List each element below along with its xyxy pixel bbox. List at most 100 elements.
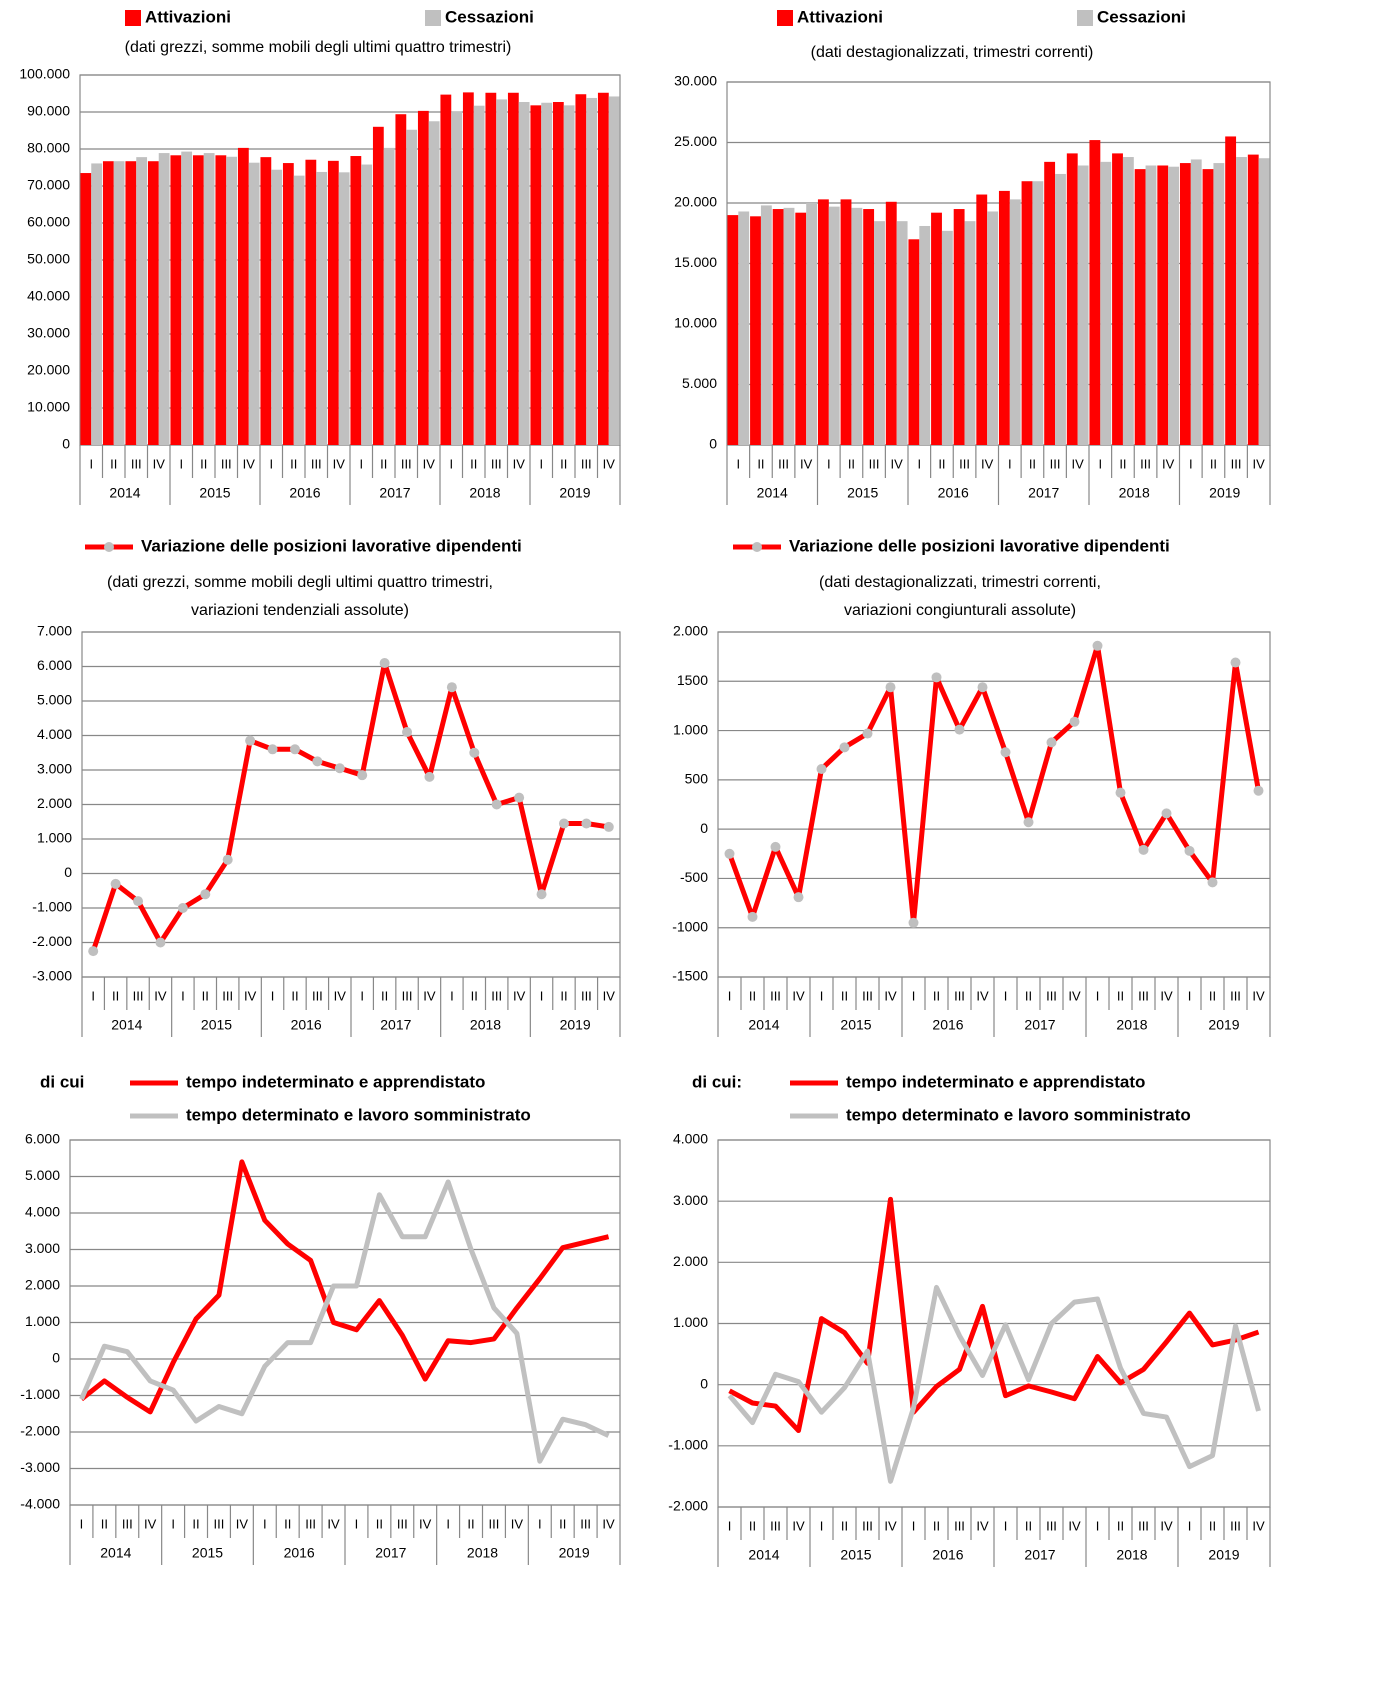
x-tick-label: I	[539, 456, 543, 471]
line	[727, 643, 1261, 926]
x-tick-label: IV	[792, 1518, 805, 1533]
x-tick-label: IV	[603, 456, 616, 471]
y-tick-label: 0	[709, 436, 717, 452]
x-tick-label: I	[820, 1518, 824, 1533]
bar	[1100, 161, 1112, 446]
year-label: 2016	[932, 1017, 963, 1033]
year-label: 2017	[379, 485, 410, 501]
bar	[170, 155, 182, 446]
legend-swatch	[1077, 10, 1093, 26]
x-tick-label: II	[381, 988, 388, 1003]
x-tick-label: II	[284, 1516, 291, 1531]
marker	[267, 744, 278, 755]
x-tick-label: I	[728, 1518, 732, 1533]
x-tick-label: I	[263, 1516, 267, 1531]
x-tick-label: IV	[1072, 456, 1085, 471]
x-tick-label: IV	[603, 988, 616, 1003]
x-tick-label: III	[1046, 988, 1057, 1003]
x-tick-label: II	[1119, 456, 1126, 471]
bar	[1089, 140, 1101, 445]
bar	[896, 221, 908, 445]
bar	[1168, 166, 1180, 445]
bar	[158, 153, 170, 445]
y-tick-label: 0	[52, 1350, 60, 1366]
line	[727, 1284, 1261, 1484]
y-tick-label: 0	[64, 864, 72, 880]
subtitle: (dati destagionalizzati, trimestri corre…	[811, 44, 1094, 61]
bar	[350, 156, 362, 445]
bar	[215, 155, 227, 446]
legend-swatch	[777, 10, 793, 26]
y-tick-label: -3.000	[20, 1459, 60, 1475]
x-tick-label: II	[202, 988, 209, 1003]
year-label: 2015	[847, 485, 878, 501]
x-tick-label: I	[912, 1518, 916, 1533]
y-tick-label: -2.000	[20, 1423, 60, 1439]
marker	[177, 903, 188, 913]
x-tick-label: IV	[513, 456, 526, 471]
y-tick-label: 0	[700, 1375, 708, 1391]
x-tick-label: II	[1117, 988, 1124, 1003]
x-tick-label: II	[112, 988, 119, 1003]
x-tick-label: I	[1008, 456, 1012, 471]
marker	[222, 854, 233, 865]
x-tick-label: IV	[1252, 1518, 1265, 1533]
marker	[931, 672, 942, 683]
x-tick-label: II	[848, 456, 855, 471]
y-tick-label: 1.000	[37, 830, 72, 846]
bar	[586, 97, 598, 445]
bar	[851, 207, 863, 445]
x-tick-label: III	[862, 988, 873, 1003]
y-tick-label: 0	[62, 436, 70, 452]
bar	[1145, 165, 1157, 446]
x-tick-label: I	[1099, 456, 1103, 471]
x-tick-label: II	[560, 456, 567, 471]
x-tick-label: III	[401, 456, 412, 471]
legend-label: Cessazioni	[445, 7, 534, 26]
marker	[793, 892, 804, 903]
bar	[260, 157, 272, 445]
bar	[552, 102, 564, 445]
y-tick-label: -2.000	[32, 933, 72, 949]
bar	[874, 221, 885, 445]
x-tick-label: II	[560, 988, 567, 1003]
bar	[1213, 163, 1225, 445]
y-tick-label: 500	[685, 771, 709, 787]
x-tick-label: II	[380, 456, 387, 471]
x-tick-label: III	[122, 1516, 133, 1531]
subtitle: variazioni congiunturali assolute)	[844, 602, 1076, 619]
marker	[536, 889, 547, 900]
marker	[514, 792, 525, 803]
legend-swatch	[425, 10, 441, 26]
bar	[440, 94, 452, 446]
x-tick-label: III	[581, 988, 592, 1003]
x-tick-label: I	[1004, 988, 1008, 1003]
y-tick-label: -2.000	[668, 1498, 708, 1514]
year-label: 2015	[199, 485, 230, 501]
x-tick-label: I	[179, 456, 183, 471]
x-tick-label: II	[749, 1518, 756, 1533]
x-tick-label: II	[200, 456, 207, 471]
marker	[133, 896, 144, 907]
x-tick-label: IV	[334, 988, 347, 1003]
bar	[327, 160, 339, 445]
y-tick-label: 30.000	[27, 325, 70, 341]
year-label: 2018	[467, 1545, 498, 1561]
x-tick-label: III	[491, 988, 502, 1003]
bar	[941, 230, 953, 445]
legend-label: tempo indeterminato e apprendistato	[846, 1072, 1145, 1091]
y-tick-label: 30.000	[674, 73, 717, 89]
y-tick-label: 10.000	[27, 399, 70, 415]
bar	[608, 96, 620, 446]
x-tick-label: II	[559, 1516, 566, 1531]
x-tick-label: IV	[792, 988, 805, 1003]
bar	[316, 171, 328, 445]
marker	[862, 728, 873, 739]
x-tick-label: I	[1188, 1518, 1192, 1533]
bar	[518, 102, 530, 445]
x-tick-label: III	[312, 988, 323, 1003]
bar	[248, 162, 260, 445]
x-tick-label: I	[737, 456, 741, 471]
y-tick-label: 50.000	[27, 251, 70, 267]
